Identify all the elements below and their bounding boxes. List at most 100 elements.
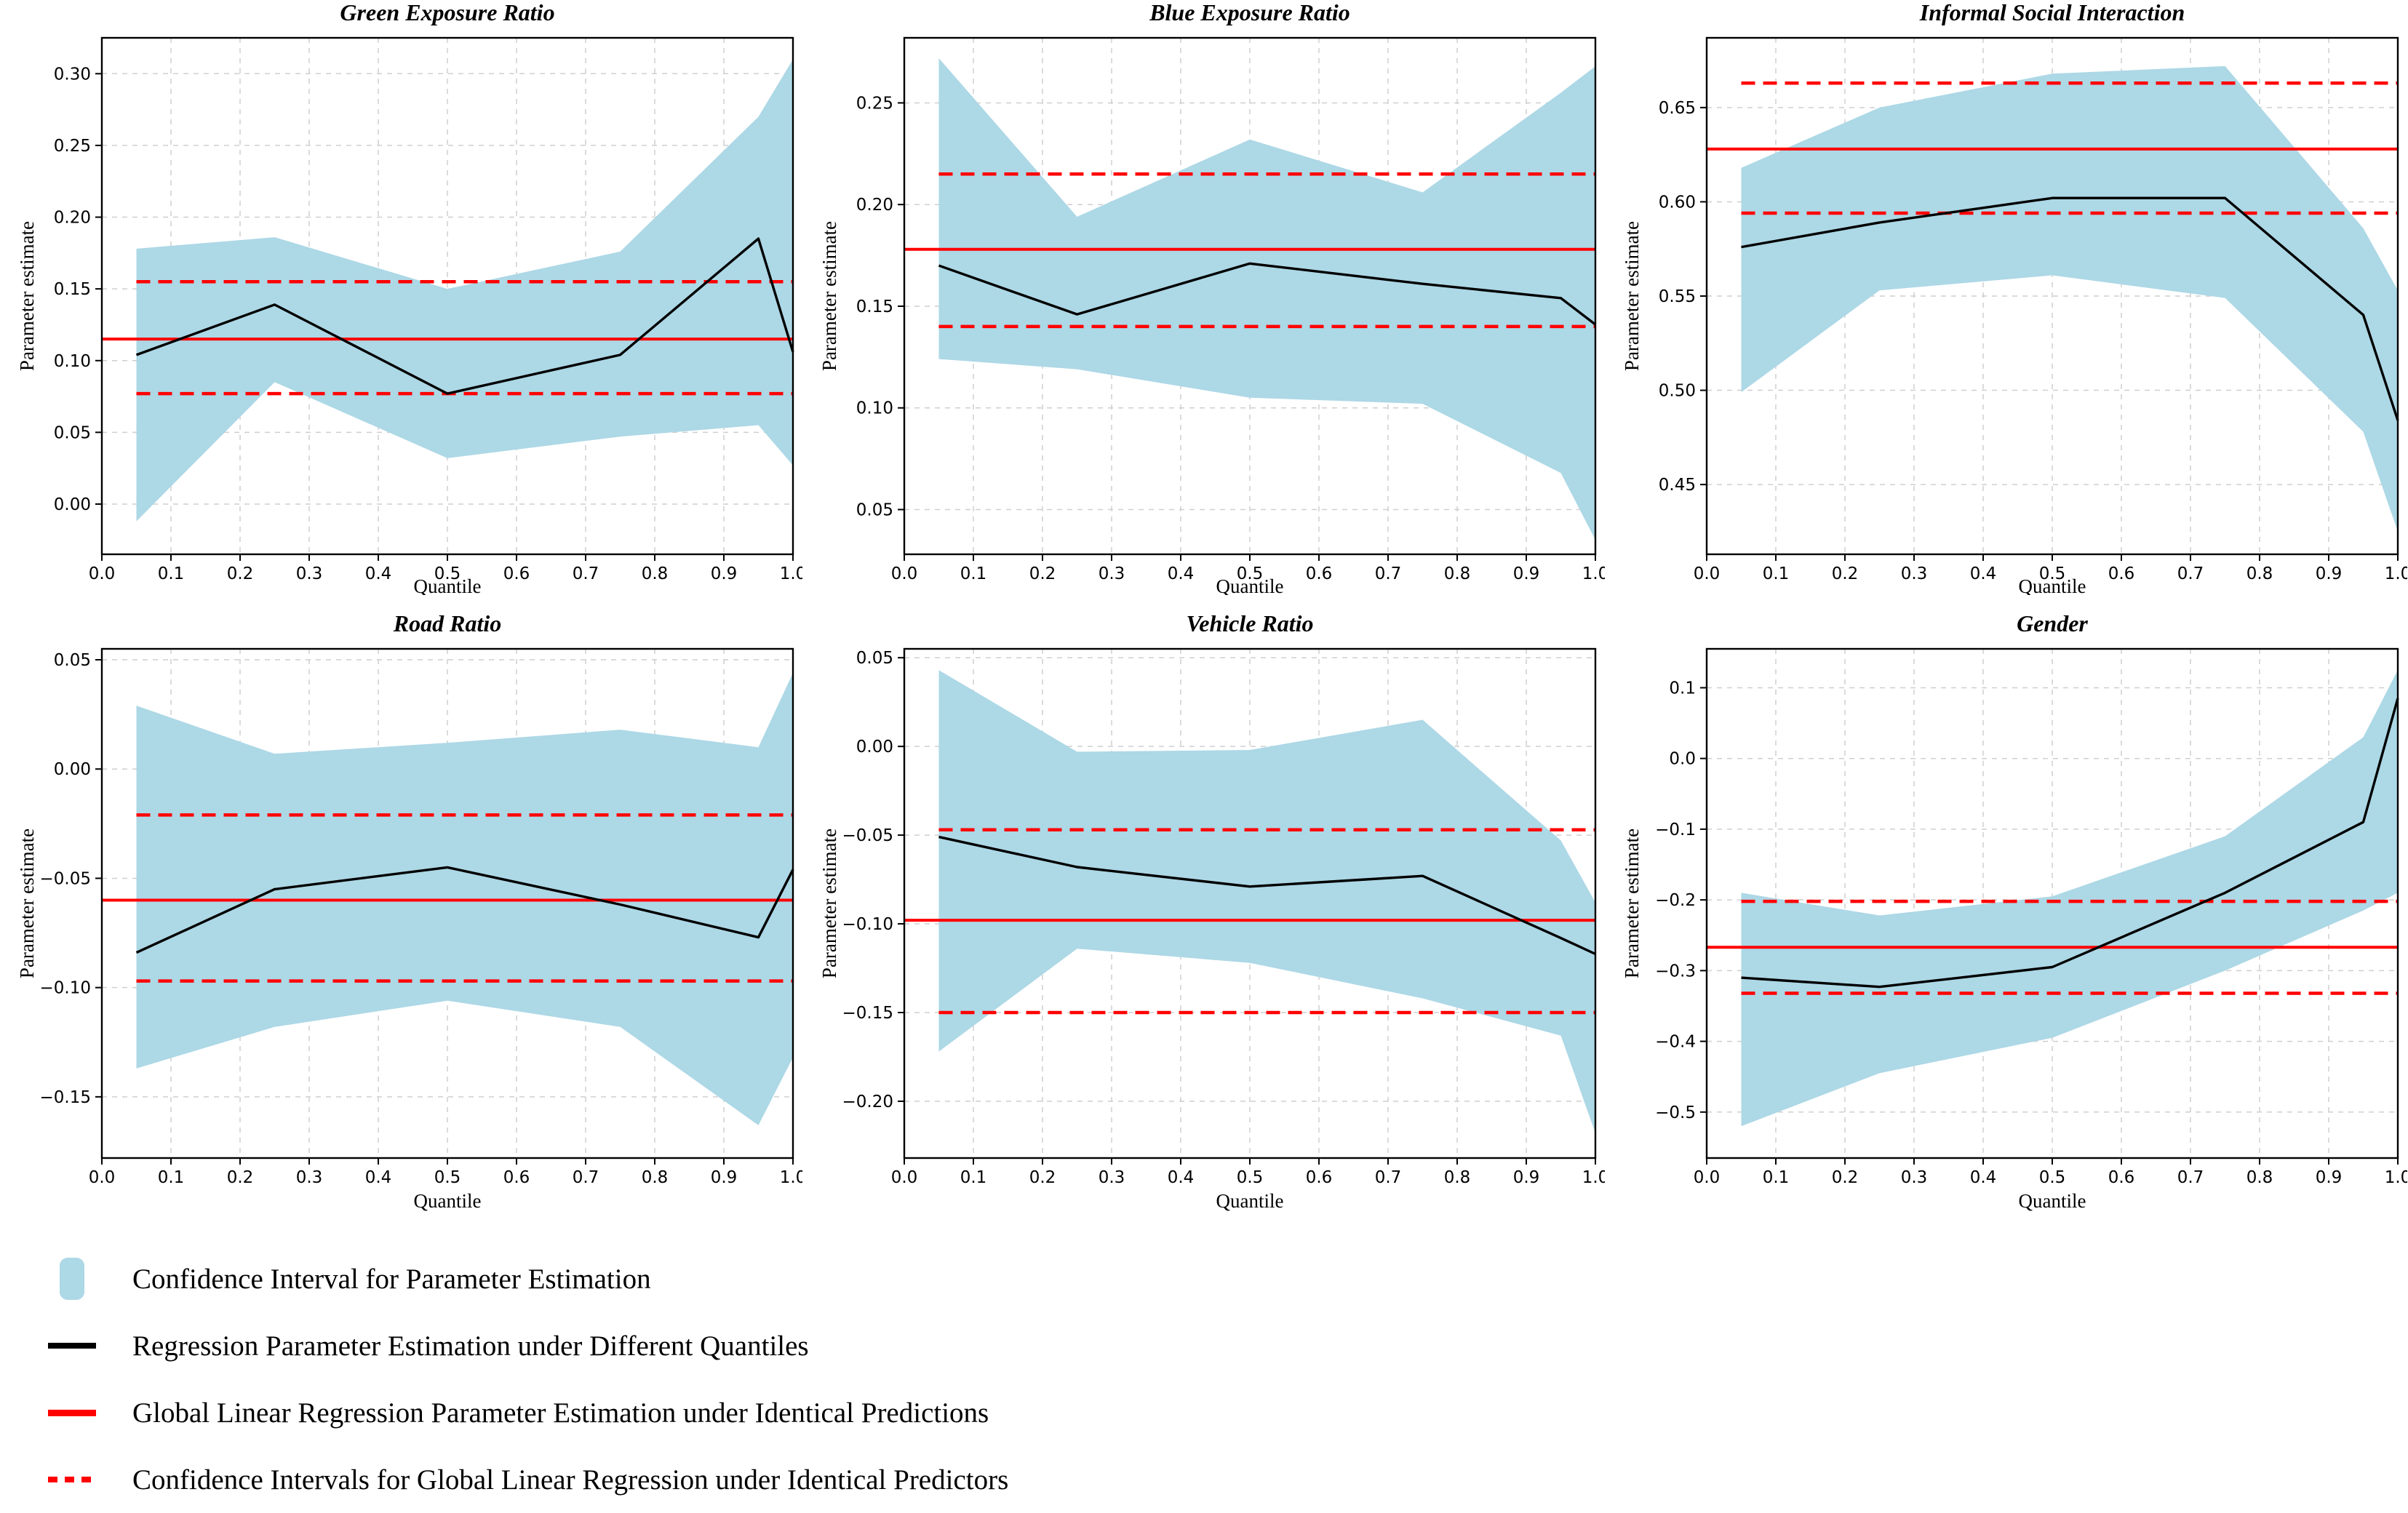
x-tick-label: 0.4 [1970,564,1997,583]
x-tick-label: 0.4 [1970,1168,1997,1187]
x-axis-label: Quantile [2019,575,2086,595]
x-tick-label: 0.9 [711,1168,738,1187]
x-tick-label: 0.6 [503,564,530,583]
panel-title: Blue Exposure Ratio [1149,0,1350,25]
y-axis-label: Parameter estimate [1621,221,1643,371]
x-tick-label: 0.8 [642,564,669,583]
x-tick-label: 0.1 [1763,564,1790,583]
x-tick-label: 1.0 [2385,564,2407,583]
x-tick-label: 0.9 [2316,564,2343,583]
y-tick-label: 0.15 [856,298,893,316]
black-line-swatch-icon [48,1343,96,1349]
confidence-band [136,59,793,522]
figure-legend: Confidence Interval for Parameter Estima… [47,1245,1008,1513]
x-tick-label: 0.1 [960,1168,987,1187]
x-tick-label: 0.4 [1168,1168,1195,1187]
chart-svg: 0.0 0.1 0.2 0.3 0.4 0.5 0.6 0.7 0.8 0.9 1.0 0.05 0.0… [16,610,802,1212]
y-tick-label: 0.15 [54,280,91,299]
y-tick-label: 0.20 [856,196,893,215]
y-tick-label: 0.60 [1659,193,1696,212]
x-tick-label: 0.9 [711,564,738,583]
x-tick-label: 1.0 [780,564,802,583]
x-tick-label: 0.3 [296,564,323,583]
x-tick-label: 0.3 [1099,1168,1125,1187]
x-tick-label: 0.7 [1375,564,1402,583]
x-tick-label: 0.6 [1306,1168,1333,1187]
estimate-line [135,237,794,395]
y-axis-label: Parameter estimate [16,829,38,978]
x-tick-label: 0.5 [1237,564,1264,583]
x-tick-label: 0.6 [503,1168,530,1187]
x-tick-label: 0.9 [1513,1168,1540,1187]
panel-informal-social-interaction: 0.0 0.1 0.2 0.3 0.4 0.5 0.6 0.7 0.8 0.9 1.0 0.45 0.5… [1605,0,2407,595]
y-tick-label: −0.10 [842,915,893,934]
y-tick-label: 0.00 [856,738,893,756]
x-tick-label: 0.0 [1694,564,1721,583]
x-tick-label: 0.7 [1375,1168,1402,1187]
x-tick-label: 0.0 [891,1168,918,1187]
x-tick-label: 0.7 [2177,1168,2204,1187]
x-tick-label: 0.0 [1694,1168,1721,1187]
panel-title: Green Exposure Ratio [340,0,554,25]
x-tick-label: 0.2 [227,564,254,583]
panel-blue-exposure-ratio: 0.0 0.1 0.2 0.3 0.4 0.5 0.6 0.7 0.8 0.9 1.0 0.05 0.1… [802,0,1605,595]
x-tick-label: 0.1 [960,564,987,583]
chart-svg: 0.0 0.1 0.2 0.3 0.4 0.5 0.6 0.7 0.8 0.9 1.0 0.45 0.5… [1621,0,2407,595]
x-tick-label: 0.7 [2177,564,2204,583]
legend-label: Global Linear Regression Parameter Estim… [132,1397,989,1429]
estimate-line [938,835,1596,956]
chart-svg: 0.0 0.1 0.2 0.3 0.4 0.5 0.6 0.7 0.8 0.9 1.0 0.00 0.0… [16,0,802,595]
x-tick-label: 0.4 [1168,564,1195,583]
y-tick-label: −0.10 [40,979,91,998]
x-tick-label: 0.7 [573,564,599,583]
confidence-band-swatch-icon [60,1258,84,1300]
x-tick-label: 0.9 [2316,1168,2343,1187]
x-tick-label: 0.9 [1513,564,1540,583]
y-tick-label: −0.20 [842,1093,893,1111]
x-tick-label: 0.2 [1832,1168,1859,1187]
estimate-line [938,262,1597,326]
x-tick-label: 0.8 [2246,1168,2273,1187]
legend-item-global-ci-line: Confidence Intervals for Global Linear R… [47,1446,1008,1513]
x-tick-label: 1.0 [1582,564,1605,583]
y-tick-label: −0.05 [40,869,91,888]
x-tick-label: 0.3 [1901,1168,1928,1187]
x-axis-label: Quantile [1216,575,1284,595]
y-tick-label: 0.20 [54,209,91,228]
x-tick-label: 0.8 [2246,564,2273,583]
y-tick-label: −0.2 [1655,891,1696,910]
x-tick-label: 0.6 [2108,564,2135,583]
red-dashed-line-swatch-icon [48,1477,96,1482]
x-tick-label: 0.0 [891,564,918,583]
legend-label: Confidence Interval for Parameter Estima… [132,1263,651,1295]
confidence-band [1741,65,2398,532]
y-tick-label: 0.25 [54,137,91,156]
panel-road-ratio: 0.0 0.1 0.2 0.3 0.4 0.5 0.6 0.7 0.8 0.9 1.0 0.05 0.0… [0,596,802,1222]
panel-vehicle-ratio: 0.0 0.1 0.2 0.3 0.4 0.5 0.6 0.7 0.8 0.9 1.0 0.05 0.0… [802,596,1605,1222]
red-line-swatch-icon [48,1409,96,1416]
x-tick-label: 0.5 [434,1168,461,1187]
x-tick-label: 0.2 [1832,564,1859,583]
legend-label: Confidence Intervals for Global Linear R… [132,1464,1009,1496]
y-tick-label: −0.15 [40,1088,91,1107]
y-tick-label: 0.00 [54,760,91,779]
legend-item-estimate-line: Regression Parameter Estimation under Di… [47,1312,1008,1379]
y-tick-label: 0.00 [54,495,91,514]
x-axis-label: Quantile [2019,1190,2086,1212]
y-tick-label: 0.0 [1669,750,1696,769]
x-tick-label: 0.8 [1444,564,1471,583]
confidence-band [1741,670,2398,1127]
panel-title: Informal Social Interaction [1919,0,2185,25]
x-tick-label: 0.3 [296,1168,323,1187]
y-tick-label: −0.5 [1655,1103,1696,1122]
x-tick-label: 1.0 [780,1168,802,1187]
x-axis-label: Quantile [414,575,482,595]
y-tick-label: −0.1 [1655,821,1696,839]
x-tick-label: 0.4 [365,564,392,583]
y-tick-label: 0.10 [54,352,91,371]
chart-svg: 0.0 0.1 0.2 0.3 0.4 0.5 0.6 0.7 0.8 0.9 1.0 0.05 0.0… [818,610,1605,1212]
x-tick-label: 0.0 [89,564,116,583]
y-tick-label: 0.05 [856,501,893,520]
x-tick-label: 0.6 [2108,1168,2135,1187]
chart-svg: 0.0 0.1 0.2 0.3 0.4 0.5 0.6 0.7 0.8 0.9 1.0 0.1 0.0 −… [1621,610,2407,1212]
